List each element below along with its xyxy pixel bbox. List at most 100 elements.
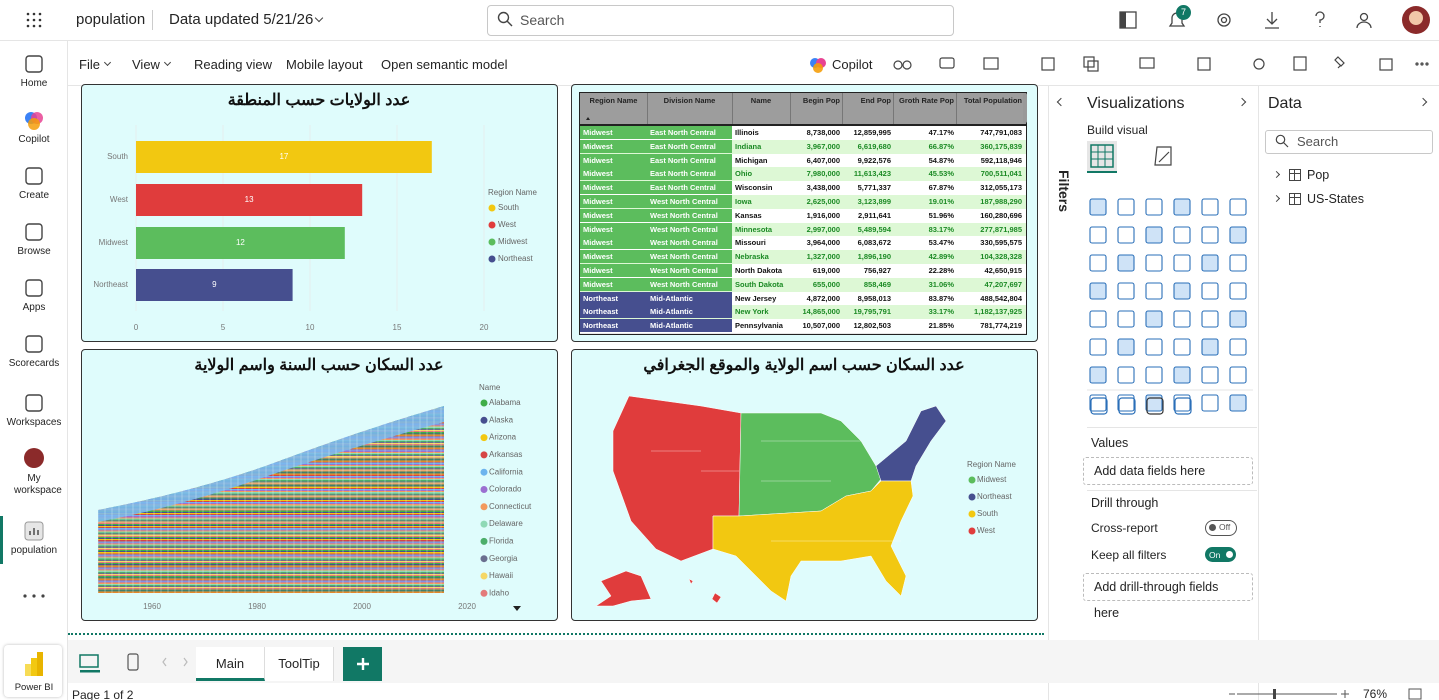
- legend-marker: [488, 238, 496, 246]
- ribbon-item[interactable]: File: [79, 57, 100, 72]
- values-well[interactable]: Add data fields here: [1083, 457, 1253, 485]
- fit-page-icon[interactable]: [1408, 688, 1422, 700]
- legend-label: California: [489, 467, 523, 476]
- table-cell: Iowa: [735, 197, 752, 206]
- nav-item[interactable]: population: [10, 545, 58, 556]
- table-cell: 3,438,000: [806, 183, 840, 193]
- column-header[interactable]: Total Population: [963, 96, 1022, 105]
- nav-item[interactable]: Scorecards: [8, 358, 60, 369]
- visual-type-icon: [1145, 226, 1163, 244]
- legend-marker: [480, 520, 488, 528]
- nav-item[interactable]: Home: [20, 78, 48, 89]
- legend-label: Connecticut: [489, 502, 532, 511]
- nav-more[interactable]: [22, 593, 46, 599]
- chart-title: عدد السكان حسب اسم الولاية والموقع الجغر…: [643, 357, 964, 375]
- table-cell: Michigan: [735, 155, 768, 165]
- table[interactable]: Region Name Division Name Name Begin Pop End…: [579, 92, 1027, 335]
- nav-item[interactable]: Copilot: [18, 134, 50, 145]
- legend-label: Midwest: [498, 237, 528, 246]
- area-visual[interactable]: عدد السكان حسب السنة واسم الولاية 1960 198…: [81, 349, 558, 621]
- app-launcher[interactable]: [26, 12, 42, 28]
- search-box[interactable]: [487, 5, 954, 36]
- map-visual[interactable]: عدد السكان حسب اسم الولاية والموقع الجغر…: [571, 349, 1038, 621]
- table-cell: West North Central: [647, 222, 732, 236]
- legend-marker: [480, 451, 488, 459]
- column-header[interactable]: End Pop: [860, 96, 891, 105]
- report-bars: [29, 528, 39, 535]
- scrollbar[interactable]: [1023, 93, 1027, 123]
- table-cell: 330,595,575: [980, 238, 1022, 248]
- ribbon-item[interactable]: View: [132, 57, 160, 72]
- visual-type-icon: [1201, 338, 1219, 356]
- visual-type-icon: [1201, 282, 1219, 300]
- search-placeholder: Search: [1297, 134, 1339, 149]
- map: [595, 395, 947, 607]
- column-header[interactable]: Name: [750, 96, 772, 105]
- column-header[interactable]: Division Name: [663, 96, 716, 105]
- legend-label: Midwest: [977, 475, 1007, 484]
- divider: [1087, 427, 1257, 428]
- table-cell: 21.85%: [928, 321, 954, 331]
- legend-marker: [480, 468, 488, 476]
- region-shape: [688, 578, 722, 604]
- expand-icon[interactable]: [1272, 170, 1281, 179]
- page-tab[interactable]: ToolTip: [265, 647, 334, 681]
- keep-filters-toggle[interactable]: [1205, 547, 1236, 562]
- data-updated[interactable]: Data updated 5/21/26: [169, 11, 314, 28]
- custom-visual-icon: [1118, 397, 1136, 415]
- table-cell: 781,774,219: [980, 321, 1022, 331]
- table-cell: Midwest: [580, 222, 647, 236]
- column-divider: [732, 93, 733, 124]
- area-texture: [98, 406, 444, 593]
- table-cell: West North Central: [647, 264, 732, 277]
- data-table[interactable]: US-States: [1307, 192, 1364, 206]
- data-label: 9: [212, 280, 217, 289]
- table-cell: 488,542,804: [980, 293, 1022, 303]
- icon: [28, 118, 40, 130]
- page-boundary: [68, 633, 1044, 635]
- visual-type-icon: [1201, 254, 1219, 272]
- table-cell: West North Central: [647, 208, 732, 222]
- custom-visual-icon: [1146, 397, 1164, 415]
- visual-type-icon: [1117, 394, 1135, 412]
- table-cell: 6,083,672: [857, 238, 891, 248]
- ribbon-item[interactable]: Open semantic model: [381, 57, 508, 72]
- drill-well[interactable]: Add drill-through fields here: [1083, 573, 1253, 620]
- legend-marker: [968, 493, 976, 501]
- table-cell: 619,000: [812, 266, 840, 275]
- table-cell: 5,771,337: [857, 183, 891, 193]
- ribbon-item[interactable]: Mobile layout: [286, 57, 363, 72]
- collapse-icon[interactable]: [1418, 97, 1428, 107]
- notification-badge: 7: [1176, 5, 1191, 20]
- expand-icon[interactable]: [1272, 194, 1281, 203]
- page-tab[interactable]: Main: [196, 647, 265, 681]
- nav-item[interactable]: Workspaces: [6, 417, 62, 428]
- column-header[interactable]: Groth Rate Pop: [898, 96, 954, 105]
- divider: [152, 10, 153, 30]
- data-table[interactable]: Pop: [1307, 168, 1330, 182]
- legend-more: [513, 606, 521, 611]
- table-cell: Nebraska: [735, 252, 769, 262]
- nav-item[interactable]: Browse: [17, 246, 51, 257]
- brand-name: Power BI: [14, 682, 54, 693]
- search-icon: [497, 11, 513, 27]
- filters-label[interactable]: Filters: [1056, 170, 1072, 213]
- nav-item[interactable]: My workspace: [14, 473, 62, 496]
- legend-label: Arkansas: [489, 450, 522, 459]
- table-cell: 3,967,000: [806, 141, 840, 151]
- table-cell: Mid-Atlantic: [647, 319, 732, 333]
- nav-item[interactable]: Apps: [22, 302, 46, 313]
- zoom-slider[interactable]: [1225, 688, 1355, 700]
- column-header[interactable]: Region Name: [589, 96, 638, 105]
- copilot-button[interactable]: Copilot: [832, 57, 873, 72]
- visual-type-icon: [1089, 310, 1107, 328]
- bar-visual[interactable]: عدد الولايات حسب المنطقة 0 5 10 15 20 South 17 S…: [81, 84, 558, 342]
- legend-marker: [480, 503, 488, 511]
- table-cell: Midwest: [580, 250, 647, 264]
- table-visual[interactable]: Region Name Division Name Name Begin Pop End…: [571, 84, 1038, 342]
- ribbon-item[interactable]: Reading view: [194, 57, 273, 72]
- nav-item[interactable]: Create: [18, 190, 49, 201]
- data-search[interactable]: [1265, 130, 1433, 154]
- table-cell: 700,511,041: [980, 169, 1022, 179]
- column-header[interactable]: Begin Pop: [802, 96, 840, 105]
